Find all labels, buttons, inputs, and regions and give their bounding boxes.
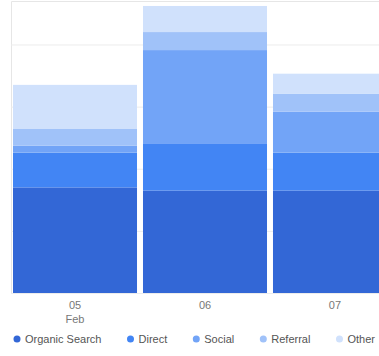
bar-segment bbox=[273, 94, 379, 112]
legend-label: Referral bbox=[271, 333, 310, 345]
bar-segment bbox=[273, 190, 379, 293]
series bbox=[13, 50, 379, 153]
legend-label: Other bbox=[347, 333, 375, 345]
x-tick: 05Feb bbox=[66, 293, 85, 325]
series bbox=[13, 32, 379, 146]
series bbox=[13, 6, 379, 129]
x-tick-label: 05Feb bbox=[66, 299, 85, 325]
legend-item: Other bbox=[336, 333, 375, 345]
bar-segment bbox=[13, 146, 137, 153]
legend-item: Direct bbox=[127, 333, 167, 345]
legend: Organic Search Direct Social Referral Other bbox=[14, 333, 376, 345]
bar-segment bbox=[143, 143, 267, 190]
x-axis: 05Feb 06 07 bbox=[66, 293, 342, 325]
legend-item: Referral bbox=[260, 333, 311, 345]
x-tick: 06 bbox=[199, 293, 211, 311]
series bbox=[13, 187, 379, 293]
legend-marker bbox=[260, 336, 267, 343]
bar-segment bbox=[143, 6, 267, 32]
legend-marker bbox=[336, 336, 343, 343]
legend-marker bbox=[127, 336, 134, 343]
bar-segment bbox=[13, 85, 137, 129]
bar-segment bbox=[273, 153, 379, 191]
legend-label: Organic Search bbox=[25, 333, 101, 345]
x-tick-label: 07 bbox=[329, 299, 341, 311]
bars bbox=[13, 6, 379, 293]
bar-segment bbox=[143, 190, 267, 293]
legend-marker bbox=[14, 336, 21, 343]
legend-item: Organic Search bbox=[14, 333, 102, 345]
bar-segment bbox=[143, 32, 267, 50]
bar-segment bbox=[143, 50, 267, 143]
bar-segment bbox=[273, 112, 379, 153]
legend-label: Direct bbox=[138, 333, 167, 345]
bar-segment bbox=[13, 129, 137, 146]
grid-line bbox=[11, 293, 379, 294]
bar-segment bbox=[13, 153, 137, 188]
legend-item: Social bbox=[193, 333, 234, 345]
legend-label: Social bbox=[204, 333, 234, 345]
chart: 05Feb 06 07 Organic Search Direct Social Refer… bbox=[0, 0, 379, 356]
y-tick bbox=[11, 293, 379, 294]
x-tick: 07 bbox=[329, 293, 341, 311]
bar-segment bbox=[13, 187, 137, 293]
legend-marker bbox=[193, 336, 200, 343]
bar-segment bbox=[273, 74, 379, 94]
x-tick-label: 06 bbox=[199, 299, 211, 311]
